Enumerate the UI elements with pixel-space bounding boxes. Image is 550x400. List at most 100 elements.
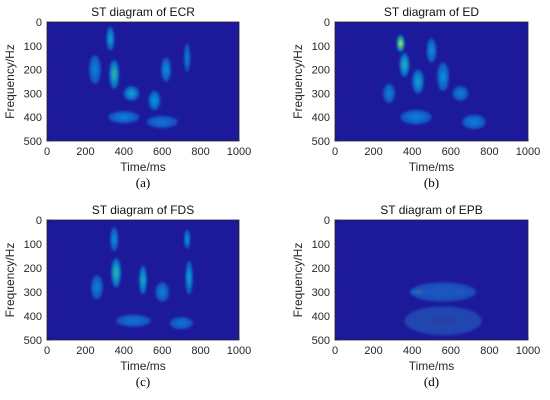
x-tick-label: 200 xyxy=(76,345,94,357)
energy-hotspot xyxy=(429,315,457,326)
x-tick-label: 1000 xyxy=(516,146,540,158)
y-tick-label: 500 xyxy=(312,136,330,148)
energy-hotspot xyxy=(469,119,479,125)
y-tick-label: 500 xyxy=(24,136,42,148)
energy-hotspot xyxy=(429,46,434,55)
y-tick-label: 100 xyxy=(24,41,42,53)
y-tick-label: 300 xyxy=(24,287,42,299)
energy-hotspot xyxy=(128,90,135,96)
y-tick-label: 100 xyxy=(24,239,42,251)
x-axis-label: Time/ms xyxy=(409,160,455,174)
x-tick-label: 800 xyxy=(191,345,209,357)
chart-title: ST diagram of ECR xyxy=(91,5,195,19)
y-tick-label: 200 xyxy=(24,65,42,77)
y-tick-label: 400 xyxy=(24,311,42,323)
x-tick-label: 1000 xyxy=(516,345,540,357)
panel-caption: (a) xyxy=(136,175,150,190)
y-tick-label: 400 xyxy=(312,311,330,323)
chart-title: ST diagram of FDS xyxy=(92,203,194,217)
y-tick-label: 300 xyxy=(312,287,330,299)
x-tick-label: 1000 xyxy=(227,345,251,357)
x-tick-label: 400 xyxy=(403,345,421,357)
chart-title: ST diagram of EPB xyxy=(380,203,483,217)
energy-hotspot xyxy=(410,114,422,120)
x-tick-label: 200 xyxy=(364,146,382,158)
x-tick-label: 600 xyxy=(442,146,460,158)
x-tick-label: 800 xyxy=(191,146,209,158)
axes-frame xyxy=(334,21,529,142)
energy-hotspot xyxy=(186,52,189,63)
y-axis-label: Frequency/Hz xyxy=(291,44,305,119)
chart-title: ST diagram of ED xyxy=(384,5,479,19)
x-tick-label: 0 xyxy=(332,146,338,158)
x-tick-label: 800 xyxy=(480,345,498,357)
energy-hotspot xyxy=(112,69,116,80)
panel-caption: (b) xyxy=(424,175,439,190)
x-tick-label: 800 xyxy=(480,146,498,158)
y-tick-label: 300 xyxy=(24,88,42,100)
y-tick-label: 100 xyxy=(312,41,330,53)
energy-hotspot xyxy=(402,60,407,70)
energy-hotspot xyxy=(94,283,99,292)
axes-frame xyxy=(334,219,529,341)
energy-hotspot xyxy=(156,119,168,125)
energy-hotspot xyxy=(109,34,112,43)
panel-caption: (d) xyxy=(424,374,439,389)
x-tick-label: 0 xyxy=(44,146,50,158)
energy-hotspot xyxy=(187,271,191,284)
energy-hotspot xyxy=(159,288,165,296)
y-tick-label: 0 xyxy=(324,215,330,227)
y-tick-label: 0 xyxy=(324,17,330,29)
x-tick-label: 200 xyxy=(76,146,94,158)
y-tick-label: 200 xyxy=(312,65,330,77)
energy-hotspot xyxy=(164,65,168,74)
energy-hotspot xyxy=(114,267,118,278)
chart-panel-d: 0 200 400 600 800 1000 0 100 200 300 400 500 ST diag… xyxy=(291,203,540,389)
x-axis-label: Time/ms xyxy=(409,359,455,373)
chart-panel-b: 0 200 400 600 800 1000 0 100 200 300 400 500 ST diag… xyxy=(291,5,540,190)
x-tick-label: 400 xyxy=(115,146,133,158)
y-tick-label: 500 xyxy=(312,335,330,347)
x-tick-label: 1000 xyxy=(227,146,251,158)
energy-hotspot xyxy=(387,90,392,97)
x-tick-label: 600 xyxy=(153,146,171,158)
axes-frame xyxy=(46,219,240,341)
energy-hotspot xyxy=(177,321,186,326)
energy-hotspot xyxy=(186,235,189,243)
y-tick-label: 200 xyxy=(312,263,330,275)
y-tick-label: 200 xyxy=(24,263,42,275)
y-tick-label: 500 xyxy=(24,335,42,347)
y-axis-label: Frequency/Hz xyxy=(3,44,17,119)
y-tick-label: 400 xyxy=(312,112,330,124)
energy-hotspot xyxy=(399,40,402,47)
chart-panel-c: 0 200 400 600 800 1000 0 100 200 300 400 500 ST diag… xyxy=(3,203,251,389)
x-axis-label: Time/ms xyxy=(120,160,166,174)
energy-hotspot xyxy=(431,288,455,296)
y-tick-label: 400 xyxy=(24,112,42,124)
x-tick-label: 0 xyxy=(332,345,338,357)
energy-hotspot xyxy=(92,64,98,75)
y-tick-label: 100 xyxy=(312,239,330,251)
x-axis-label: Time/ms xyxy=(120,359,166,373)
x-tick-label: 400 xyxy=(115,345,133,357)
panel-caption: (c) xyxy=(136,374,150,389)
energy-hotspot xyxy=(441,71,446,82)
y-tick-label: 0 xyxy=(36,215,42,227)
y-axis-label: Frequency/Hz xyxy=(291,243,305,318)
x-tick-label: 0 xyxy=(44,345,50,357)
plot-background xyxy=(47,22,239,141)
x-tick-label: 400 xyxy=(403,146,421,158)
energy-hotspot xyxy=(127,318,140,323)
energy-hotspot xyxy=(152,97,157,104)
chart-panel-a: 0 200 400 600 800 1000 0 100 200 300 400 500 ST diag… xyxy=(3,5,251,190)
energy-hotspot xyxy=(415,77,421,86)
axes-frame xyxy=(46,21,240,142)
x-tick-label: 600 xyxy=(153,345,171,357)
energy-hotspot xyxy=(118,115,130,120)
energy-hotspot xyxy=(112,235,116,244)
y-axis-label: Frequency/Hz xyxy=(3,243,17,318)
y-tick-label: 0 xyxy=(36,17,42,29)
energy-hotspot xyxy=(141,274,145,286)
x-tick-label: 600 xyxy=(442,345,460,357)
